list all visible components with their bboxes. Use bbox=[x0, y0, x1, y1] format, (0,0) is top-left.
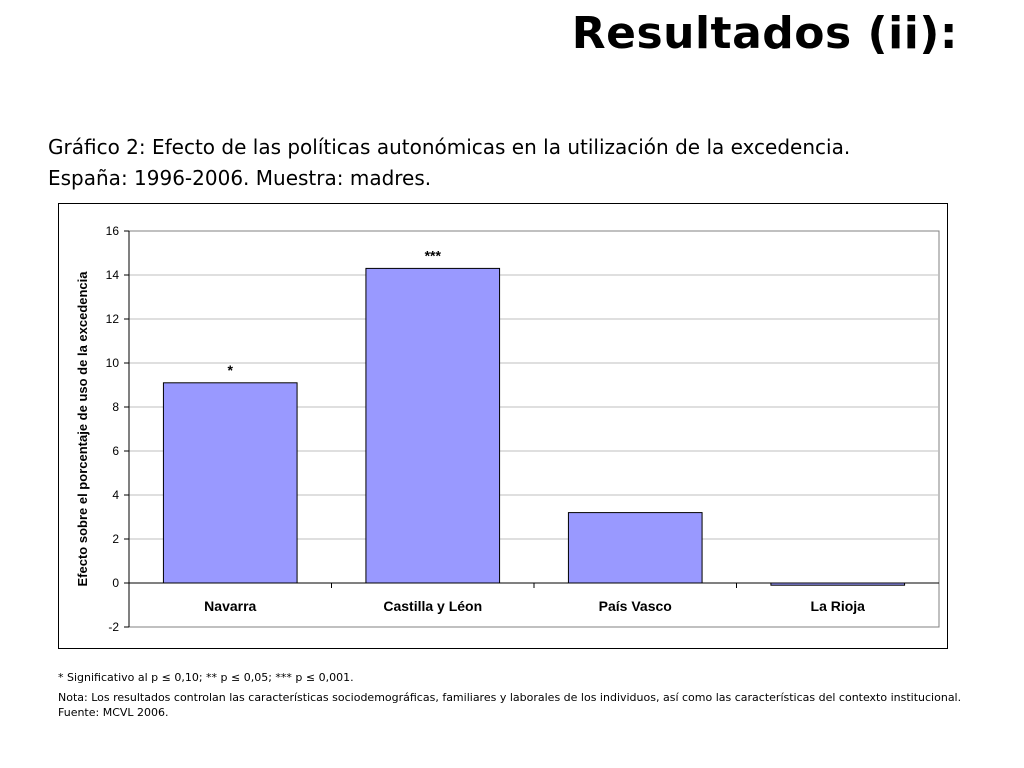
category-label: Navarra bbox=[204, 598, 256, 614]
y-tick-label: 10 bbox=[106, 356, 120, 370]
footnotes: * Significativo al p ≤ 0,10; ** p ≤ 0,05… bbox=[58, 670, 998, 720]
y-tick-label: 0 bbox=[112, 576, 119, 590]
y-tick-label: 12 bbox=[106, 312, 120, 326]
y-tick-label: 16 bbox=[106, 224, 120, 238]
y-tick-label: 2 bbox=[112, 532, 119, 546]
y-axis-label: Efecto sobre el porcentaje de uso de la … bbox=[75, 271, 90, 587]
bar bbox=[162, 382, 298, 584]
significance-label: *** bbox=[425, 247, 442, 263]
bar bbox=[567, 512, 703, 584]
significance-label: * bbox=[228, 362, 234, 378]
chart-frame: -2 0 2 4 6 8 10 12 14 16 * Navarra *** Castilla y Léo… bbox=[58, 203, 948, 649]
footnote-note: Nota: Los resultados controlan las carac… bbox=[58, 691, 962, 704]
y-tick-label: 8 bbox=[112, 400, 119, 414]
category-label: Castilla y Léon bbox=[383, 598, 482, 614]
caption-line-2: España: 1996-2006. Muestra: madres. bbox=[48, 166, 432, 190]
slide-title: Resultados (ii): bbox=[571, 8, 958, 59]
bar-chart: -2 0 2 4 6 8 10 12 14 16 * Navarra *** Castilla y Léo… bbox=[75, 224, 940, 634]
caption-line-1: Gráfico 2: Efecto de las políticas auton… bbox=[48, 135, 851, 159]
category-label: País Vasco bbox=[599, 598, 672, 614]
footnote-significance: * Significativo al p ≤ 0,10; ** p ≤ 0,05… bbox=[58, 671, 354, 684]
y-tick-label: 4 bbox=[112, 488, 119, 502]
y-tick-label: 6 bbox=[112, 444, 119, 458]
y-tick-label: 14 bbox=[106, 268, 120, 282]
y-tick-label: -2 bbox=[108, 620, 119, 634]
footnote-source: Fuente: MCVL 2006. bbox=[58, 706, 169, 719]
chart-caption: Gráfico 2: Efecto de las políticas auton… bbox=[48, 132, 988, 194]
category-label: La Rioja bbox=[811, 598, 866, 614]
bar bbox=[365, 267, 501, 584]
